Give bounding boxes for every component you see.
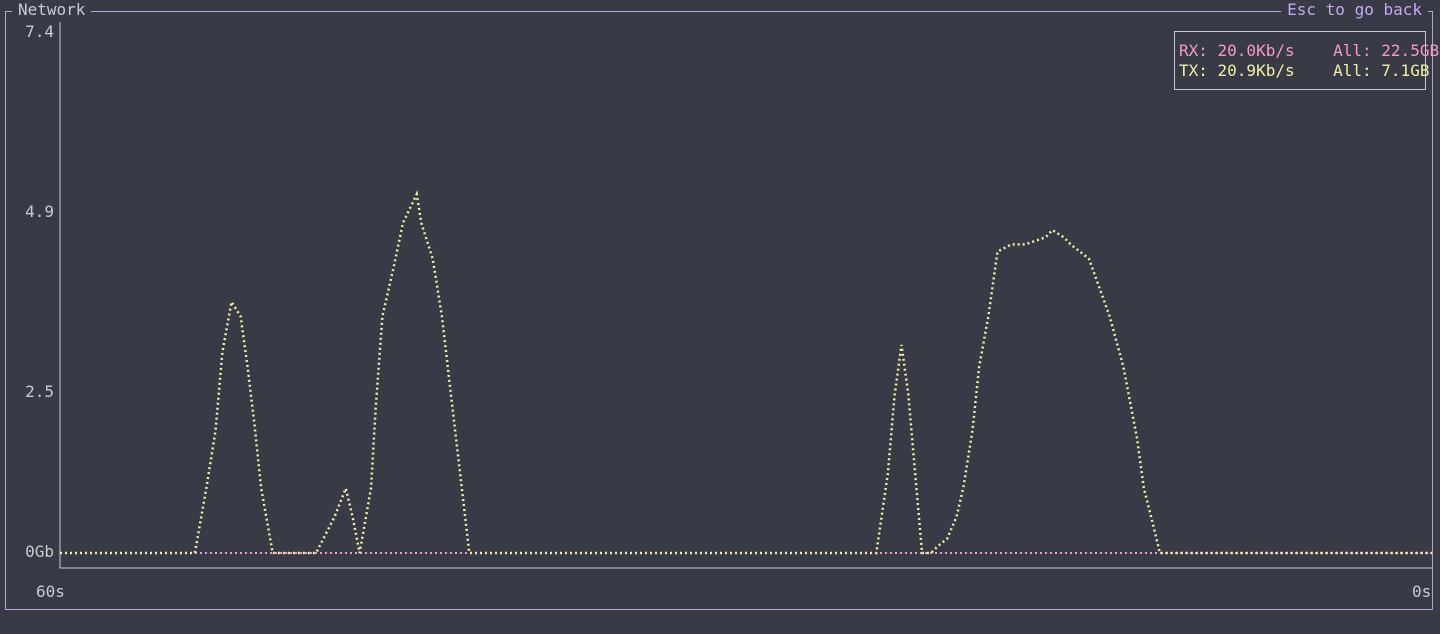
- rx-total: All: 22.5GB: [1333, 41, 1440, 60]
- chart-axes: [59, 22, 1432, 569]
- x-tick-label: 60s: [36, 582, 65, 601]
- x-tick-label: 0s: [1412, 582, 1432, 601]
- y-tick-label: 4.9: [25, 202, 54, 221]
- esc-back-hint[interactable]: Esc to go back: [1281, 1, 1428, 19]
- tx-total: All: 7.1GB: [1333, 61, 1430, 80]
- y-tick-label: 2.5: [25, 382, 54, 401]
- legend-rx: RX: 20.0Kb/s All: 22.5GB: [1179, 41, 1439, 61]
- y-tick-label: 0Gb: [25, 542, 54, 561]
- legend-tx: TX: 20.9Kb/s All: 7.1GB: [1179, 61, 1429, 81]
- panel-title: Network: [12, 1, 92, 19]
- tx-rate: TX: 20.9Kb/s: [1179, 61, 1295, 80]
- y-tick-label: 7.4: [25, 22, 54, 41]
- tx-series-line: [60, 190, 1432, 555]
- rx-rate: RX: 20.0Kb/s: [1179, 41, 1295, 60]
- network-panel: [5, 11, 1433, 610]
- chart-legend: RX: 20.0Kb/s All: 22.5GB TX: 20.9Kb/s Al…: [1174, 31, 1439, 90]
